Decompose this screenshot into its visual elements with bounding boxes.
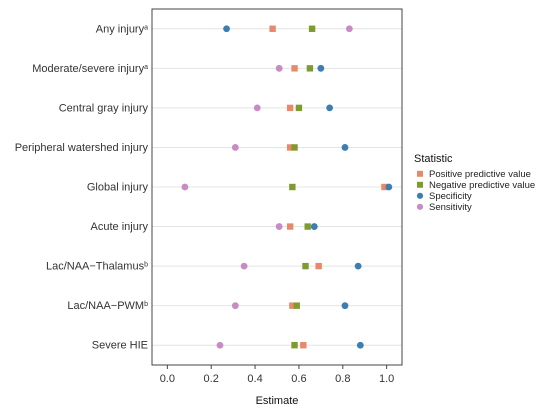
data-point (216, 341, 224, 349)
x-axis-title: Estimate (256, 395, 299, 407)
data-point (291, 65, 298, 72)
legend-label: Sensitivity (429, 202, 472, 213)
data-point (345, 25, 353, 33)
data-point (315, 262, 322, 270)
data-point (286, 144, 294, 151)
y-category-label: Severe HIE (92, 340, 148, 352)
data-point (295, 104, 303, 112)
data-point (231, 302, 239, 310)
x-axis: 0.0 0.2 0.4 0.6 0.8 1.0 (160, 365, 394, 385)
y-category-label: Acute injury (91, 221, 149, 233)
data-point (291, 144, 298, 151)
x-tick-label: 0.0 (160, 373, 175, 385)
data-point (326, 104, 334, 112)
data-point (286, 223, 294, 230)
data-point (302, 262, 309, 270)
y-category-label: Lac/NAA−Thalamusb (46, 261, 148, 273)
data-points (181, 25, 393, 349)
legend-swatch (416, 203, 424, 210)
legend-label: Specificity (429, 191, 472, 202)
data-point (240, 262, 248, 270)
y-category-label: Moderate/severe injurya (32, 63, 148, 75)
data-point (300, 342, 307, 349)
data-point (341, 144, 349, 151)
y-category-label: Lac/NAA−PWMb (67, 300, 148, 312)
x-tick-label: 0.6 (291, 373, 306, 385)
data-point (275, 223, 283, 230)
x-tick-label: 0.2 (204, 373, 219, 385)
footnote-marker: a (144, 63, 148, 70)
data-point (356, 341, 364, 349)
x-tick-label: 1.0 (379, 373, 394, 385)
data-point (291, 342, 298, 349)
data-point (341, 302, 349, 310)
plot-panel (151, 8, 403, 366)
footnote-marker: b (144, 261, 148, 268)
legend-label: Positive predictive value (429, 169, 531, 180)
legend-label: Negative predictive value (429, 180, 535, 191)
data-point (253, 104, 261, 112)
data-point (354, 262, 362, 270)
footnote-marker: a (144, 24, 148, 31)
data-point (293, 302, 300, 309)
data-point (381, 183, 388, 191)
data-point (306, 65, 314, 72)
x-tick-label: 0.4 (247, 373, 262, 385)
data-point (310, 223, 318, 230)
data-point (269, 25, 276, 32)
data-point (231, 144, 239, 151)
data-point (223, 25, 230, 33)
x-tick-label: 0.8 (335, 373, 350, 385)
data-point (181, 183, 189, 191)
data-point (289, 183, 296, 191)
y-axis-labels: Any injurya Moderate/severe injurya Centra… (15, 23, 149, 351)
data-point (304, 223, 311, 230)
y-category-label: Central gray injury (59, 102, 149, 114)
legend-swatch (417, 181, 423, 188)
data-point (308, 25, 316, 32)
data-point (289, 302, 296, 309)
data-point (275, 64, 283, 72)
footnote-marker: b (144, 301, 148, 308)
legend-title: Statistic (414, 153, 453, 165)
legend-swatch (416, 192, 424, 199)
y-category-label: Peripheral watershed injury (15, 142, 149, 154)
data-point (317, 64, 325, 72)
data-point (385, 183, 393, 191)
data-point (286, 104, 294, 112)
y-category-label: Any injurya (96, 23, 148, 35)
y-category-label: Global injury (87, 182, 149, 194)
grid (152, 28, 402, 346)
legend-swatch (417, 170, 423, 177)
legend: Statistic Positive predictive valueNegat… (414, 153, 535, 213)
